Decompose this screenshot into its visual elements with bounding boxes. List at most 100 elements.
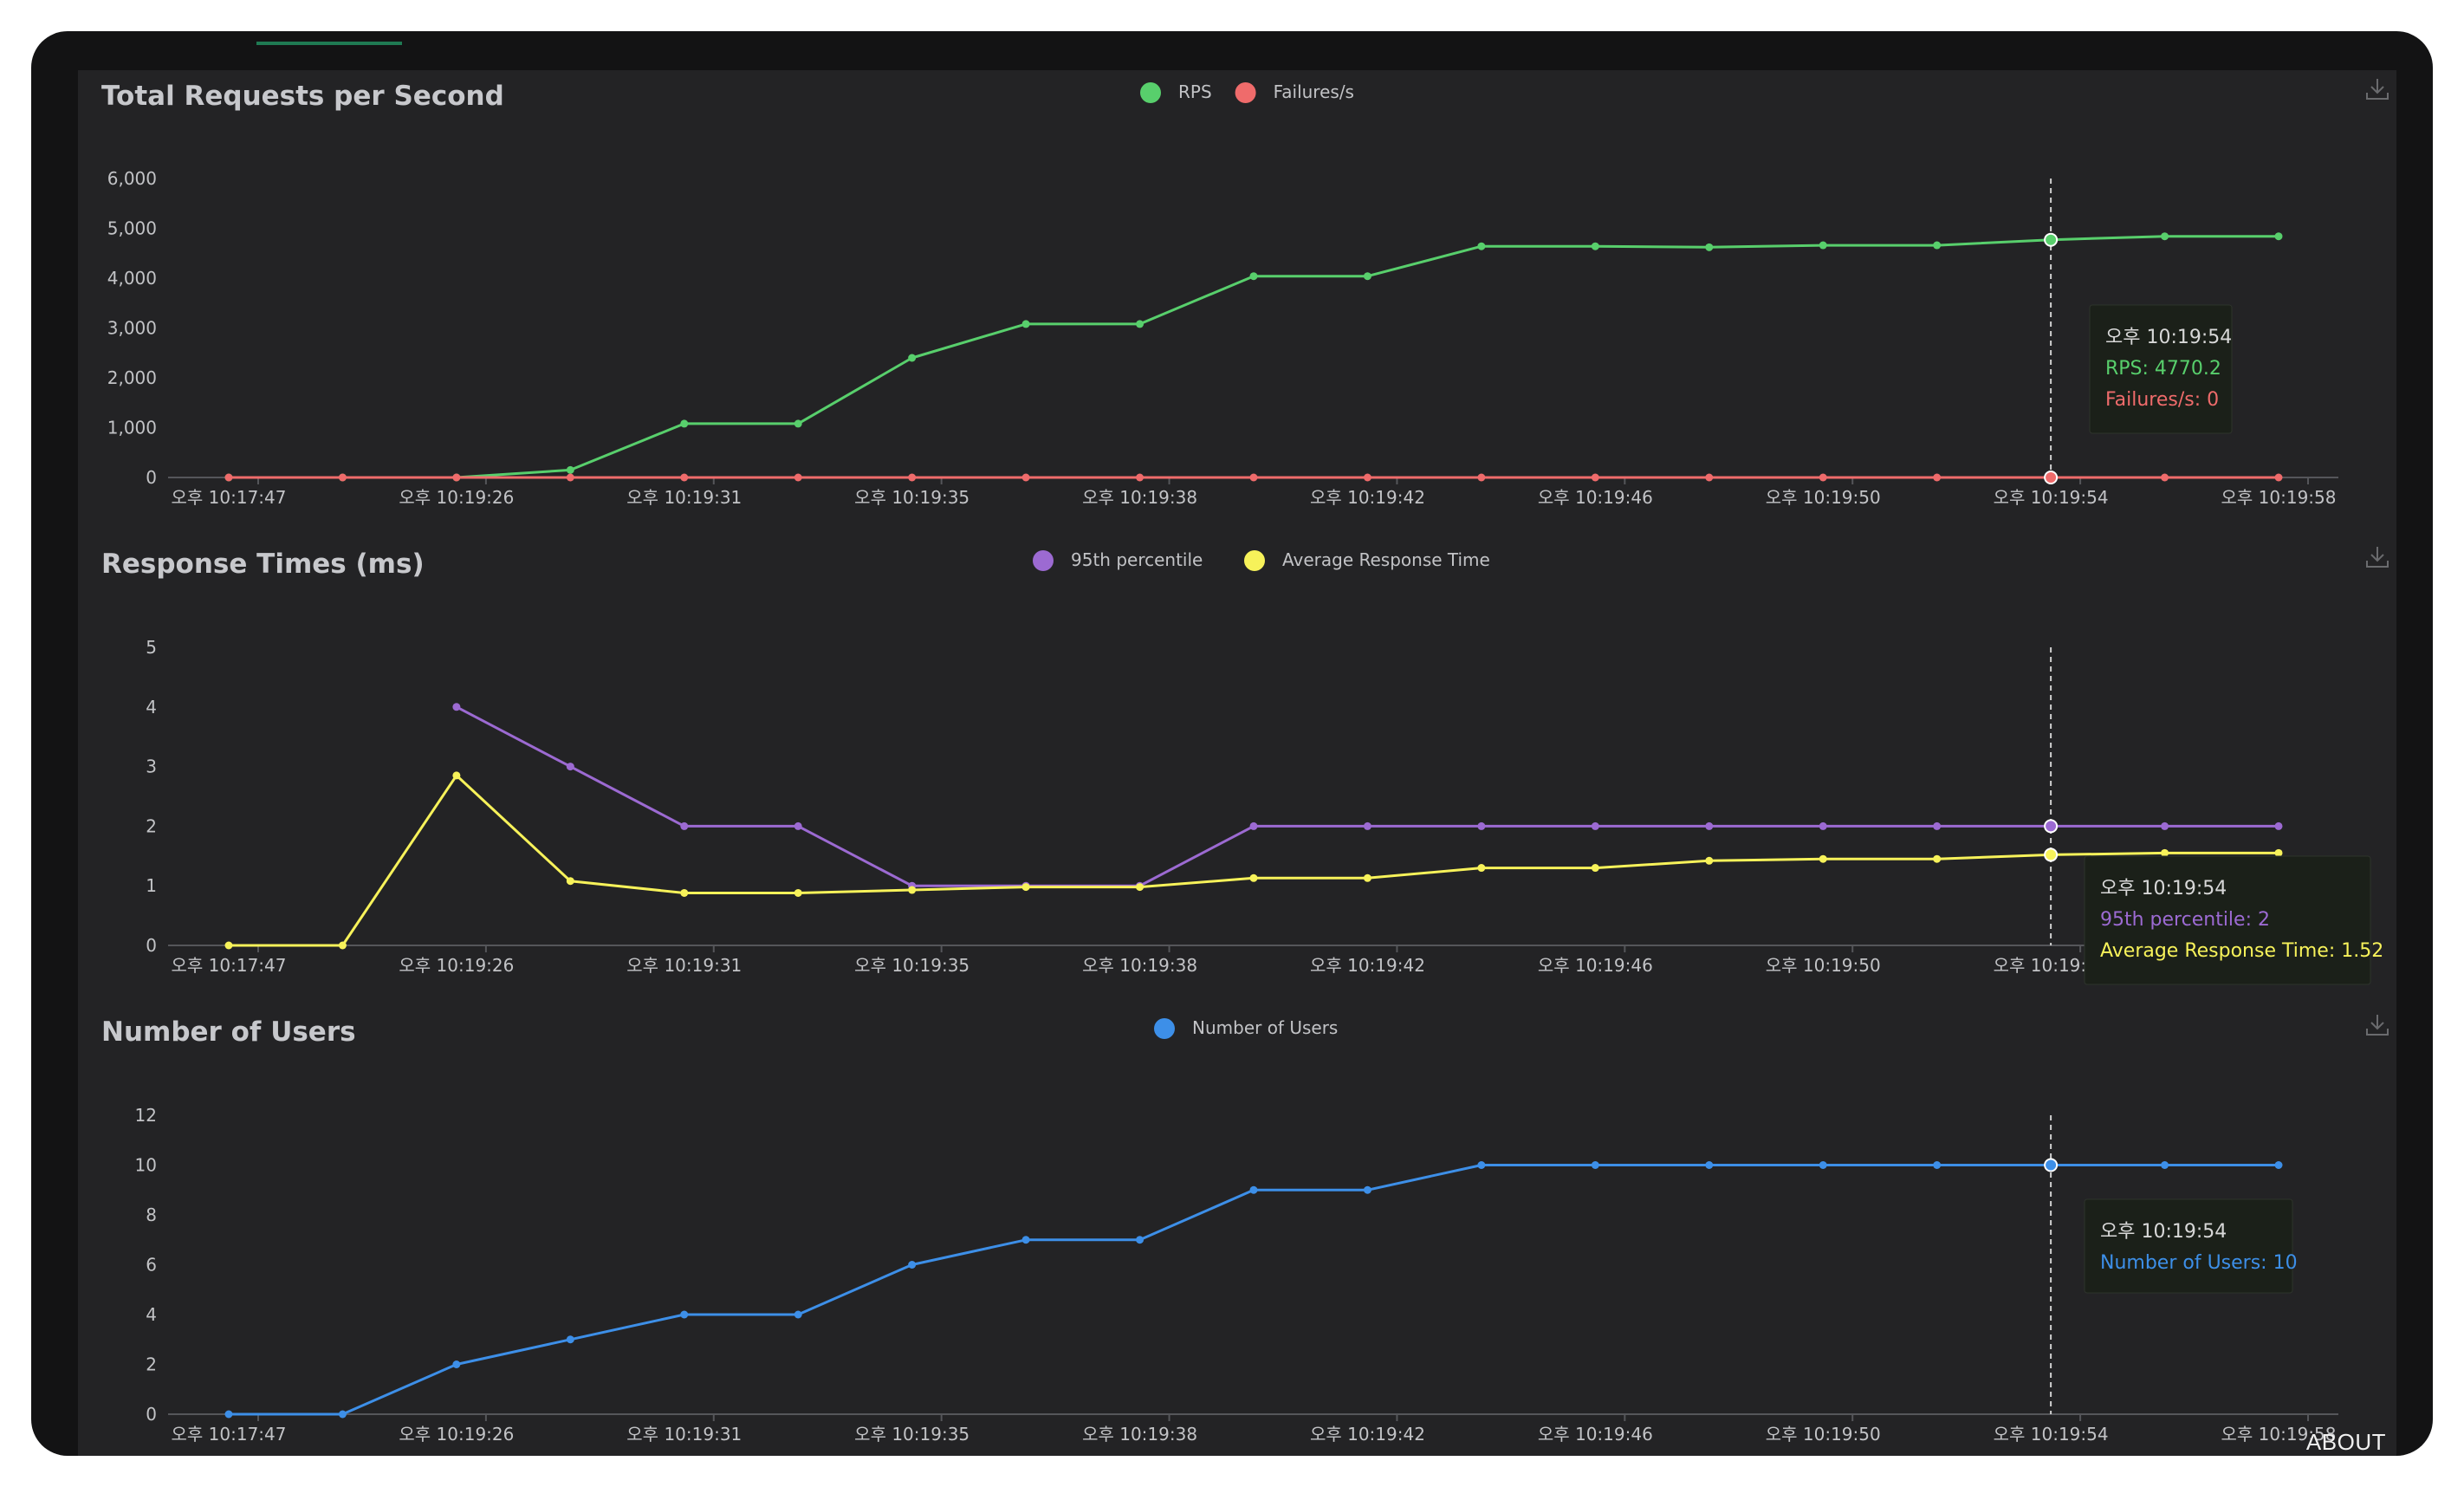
series-line — [456, 705, 2279, 887]
x-tick-label: 오후 10:19:26 — [399, 487, 514, 508]
data-point — [1591, 821, 1599, 830]
y-tick-label: 4 — [146, 697, 157, 718]
y-tick-label: 0 — [146, 935, 157, 956]
x-tick-label: 오후 10:19:38 — [1082, 487, 1197, 508]
charts-panel — [78, 70, 2396, 1456]
x-tick-label: 오후 10:19:42 — [1310, 1424, 1425, 1445]
data-point — [1819, 241, 1827, 250]
data-point — [1136, 883, 1144, 892]
data-point — [566, 763, 574, 771]
data-point — [338, 941, 347, 950]
data-point — [1477, 864, 1486, 873]
tooltip-box — [2089, 304, 2233, 434]
tooltip-value: Number of Users: 10 — [2100, 1252, 2298, 1274]
data-point — [1933, 854, 1942, 863]
y-tick-label: 2,000 — [107, 367, 157, 388]
legend-label: Failures/s — [1274, 81, 1354, 102]
x-tick-label: 오후 10:19:42 — [1310, 487, 1425, 508]
data-point — [2274, 473, 2283, 482]
data-point — [1705, 243, 1714, 251]
y-tick-label: 6 — [146, 1255, 157, 1276]
tooltip: 오후 10:19:54 95th percentile: 2 Average Res… — [2084, 855, 2383, 985]
download-icon[interactable] — [2366, 547, 2389, 568]
data-point — [680, 419, 689, 428]
x-tick-label: 오후 10:19:35 — [854, 487, 969, 508]
data-point — [1021, 473, 1030, 482]
data-point — [1249, 1185, 1258, 1194]
series-line — [229, 774, 2279, 947]
y-tick-label: 5 — [146, 637, 157, 658]
data-point — [794, 888, 802, 897]
legend-marker — [1033, 550, 1054, 571]
data-point — [566, 473, 574, 482]
y-tick-label: 3,000 — [107, 318, 157, 339]
x-tick-label: 오후 10:19:54 — [1994, 1424, 2109, 1445]
y-tick-label: 4 — [146, 1304, 157, 1325]
data-point — [908, 1261, 917, 1269]
y-tick-label: 12 — [135, 1105, 157, 1126]
y-tick-label: 5,000 — [107, 218, 157, 239]
tooltip-time: 오후 10:19:54 — [2100, 1221, 2227, 1243]
data-point — [2161, 473, 2169, 482]
data-point — [338, 1410, 347, 1419]
data-point — [566, 877, 574, 886]
data-point — [1933, 473, 1942, 482]
active-tab-indicator — [256, 42, 402, 45]
x-tick-label: 오후 10:17:47 — [172, 1424, 287, 1445]
charts-svg: Total Requests per Second RPS Failures/s 0 1… — [101, 79, 2389, 1445]
download-icon[interactable] — [2366, 1015, 2389, 1036]
data-point — [1705, 821, 1714, 830]
data-point — [2044, 1158, 2059, 1172]
data-point — [2161, 821, 2169, 830]
data-point — [1363, 1185, 1371, 1194]
chart-users: Number of Users Number of Users 0 2 4 6 8 10 12 오… — [101, 1015, 2389, 1445]
data-point — [2161, 232, 2169, 241]
data-point — [1705, 473, 1714, 482]
data-point — [1136, 320, 1144, 328]
data-point — [794, 419, 802, 428]
data-point — [1363, 473, 1371, 482]
data-point — [908, 354, 917, 362]
data-point — [1136, 1236, 1144, 1244]
x-tick-label: 오후 10:19:38 — [1082, 1424, 1197, 1445]
data-point — [566, 1335, 574, 1344]
data-point — [1591, 1161, 1599, 1169]
x-tick-label: 오후 10:19:50 — [1766, 955, 1881, 976]
data-point — [908, 886, 917, 894]
data-point — [794, 821, 802, 830]
data-point — [1363, 272, 1371, 281]
y-tick-label: 4,000 — [107, 268, 157, 289]
about-link[interactable]: ABOUT — [2305, 1429, 2386, 1455]
data-point — [1021, 1236, 1030, 1244]
data-point — [680, 473, 689, 482]
app-window: Total Requests per Second RPS Failures/s 0 1… — [31, 31, 2433, 1456]
y-tick-label: 0 — [146, 467, 157, 488]
chart-title: Total Requests per Second — [101, 81, 504, 112]
x-tick-label: 오후 10:19:35 — [854, 1424, 969, 1445]
data-point — [1249, 821, 1258, 830]
data-point — [566, 465, 574, 474]
data-point — [2274, 1161, 2283, 1169]
x-tick-label: 오후 10:19:58 — [2221, 487, 2337, 508]
legend-marker — [1235, 82, 1256, 103]
download-icon[interactable] — [2366, 79, 2389, 100]
x-tick-label: 오후 10:19:46 — [1538, 1424, 1653, 1445]
tooltip-time: 오후 10:19:54 — [2100, 878, 2227, 899]
data-point — [1819, 1161, 1827, 1169]
data-point — [680, 1310, 689, 1319]
x-tick-label: 오후 10:19:54 — [1994, 487, 2109, 508]
data-point — [1249, 272, 1258, 281]
series-line — [229, 1164, 2279, 1416]
data-point — [1819, 473, 1827, 482]
data-point — [1477, 821, 1486, 830]
x-tick-label: 오후 10:19:50 — [1766, 1424, 1881, 1445]
x-tick-label: 오후 10:19:50 — [1766, 487, 1881, 508]
tooltip: 오후 10:19:54 RPS: 4770.2 Failures/s: 0 — [2089, 304, 2233, 434]
data-point — [452, 473, 461, 482]
data-point — [1477, 242, 1486, 250]
tooltip-time: 오후 10:19:54 — [2105, 327, 2232, 348]
data-point — [224, 1410, 233, 1419]
legend-label: Number of Users — [1192, 1017, 1338, 1038]
legend-marker — [1244, 550, 1265, 571]
legend-label: RPS — [1178, 81, 1212, 102]
